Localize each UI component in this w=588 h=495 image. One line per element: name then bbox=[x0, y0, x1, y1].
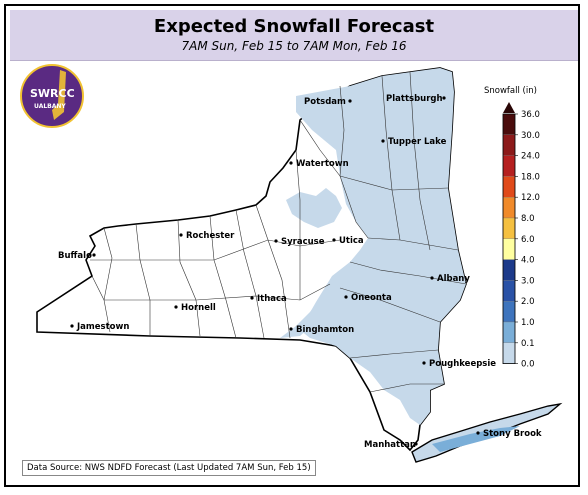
city-label-manhattan: Manhattan bbox=[364, 440, 416, 450]
city-stony-brook: Stony Brook bbox=[476, 429, 542, 439]
city-label-hornell: Hornell bbox=[181, 303, 216, 313]
county-lines bbox=[90, 71, 467, 393]
city-binghamton: Binghamton bbox=[289, 325, 354, 335]
legend-tick-label: 8.0 bbox=[521, 214, 535, 224]
city-jamestown: Jamestown bbox=[70, 322, 129, 332]
legend: Snowfall (in) 36.0 30.0 24.0 18.0 12.0 8.0 6.0… bbox=[484, 86, 540, 370]
city-label-plattsburgh: Plattsburgh bbox=[386, 94, 443, 104]
legend-swatch bbox=[502, 238, 516, 260]
snow-area-east bbox=[296, 68, 466, 425]
snow-area-long-island-heavy bbox=[432, 426, 520, 452]
legend-tick-label: 18.0 bbox=[521, 172, 540, 182]
legend-swatch bbox=[502, 280, 516, 302]
city-utica: Utica bbox=[332, 236, 364, 246]
legend-tick-label: 30.0 bbox=[521, 131, 540, 141]
city-ithaca: Ithaca bbox=[250, 294, 287, 304]
legend-swatches bbox=[502, 113, 516, 365]
city-albany: Albany bbox=[430, 274, 470, 284]
city-layer: Potsdam Plattsburgh Tupper Lake Watertow… bbox=[58, 94, 542, 450]
legend-swatch bbox=[502, 301, 516, 323]
legend-tick-label: 2.0 bbox=[521, 297, 535, 307]
legend-tick-label: 12.0 bbox=[521, 193, 540, 203]
legend-swatch bbox=[502, 342, 516, 364]
city-label-potsdam: Potsdam bbox=[304, 97, 346, 107]
city-label-tupper-lake: Tupper Lake bbox=[388, 137, 447, 147]
legend-swatch bbox=[502, 259, 516, 281]
legend-ticks: 36.0 30.0 24.0 18.0 12.0 8.0 6.0 4.0 3.0 2.0 1.0 0.… bbox=[515, 110, 540, 370]
city-label-buffalo: Buffalo bbox=[58, 251, 92, 261]
title-banner: Expected Snowfall Forecast 7AM Sun, Feb … bbox=[10, 10, 578, 61]
city-buffalo: Buffalo bbox=[58, 251, 96, 261]
city-hornell: Hornell bbox=[174, 303, 216, 313]
city-label-poughkeepsie: Poughkeepsie bbox=[429, 359, 496, 369]
city-label-utica: Utica bbox=[339, 236, 364, 246]
legend-swatch bbox=[502, 176, 516, 198]
legend-title: Snowfall (in) bbox=[484, 86, 537, 96]
city-label-syracuse: Syracuse bbox=[281, 237, 325, 247]
legend-tick-label: 1.0 bbox=[521, 318, 535, 328]
city-syracuse: Syracuse bbox=[274, 237, 325, 247]
legend-tick-label: 0.0 bbox=[521, 360, 535, 370]
city-rochester: Rochester bbox=[179, 231, 235, 241]
city-manhattan: Manhattan bbox=[364, 440, 418, 450]
city-watertown: Watertown bbox=[289, 159, 349, 169]
map-title: Expected Snowfall Forecast bbox=[153, 16, 435, 37]
city-potsdam: Potsdam bbox=[304, 97, 352, 107]
legend-tick-label: 3.0 bbox=[521, 276, 535, 286]
legend-swatch bbox=[502, 134, 516, 156]
swrcc-logo: SWRCC UALBANY bbox=[20, 64, 84, 128]
city-label-ithaca: Ithaca bbox=[257, 294, 287, 304]
logo-sub: UALBANY bbox=[34, 103, 66, 110]
city-label-watertown: Watertown bbox=[296, 159, 349, 169]
city-label-jamestown: Jamestown bbox=[76, 322, 129, 332]
legend-swatch bbox=[502, 113, 516, 135]
legend-swatch bbox=[502, 197, 516, 219]
city-label-stony-brook: Stony Brook bbox=[483, 429, 542, 439]
city-plattsburgh: Plattsburgh bbox=[386, 94, 446, 104]
legend-tick-label: 24.0 bbox=[521, 152, 540, 162]
legend-tick-label: 6.0 bbox=[521, 235, 535, 245]
city-oneonta: Oneonta bbox=[344, 293, 392, 303]
city-label-binghamton: Binghamton bbox=[296, 325, 354, 335]
legend-swatch bbox=[502, 155, 516, 177]
legend-tick-label: 0.1 bbox=[521, 339, 535, 349]
data-source-note: Data Source: NWS NDFD Forecast (Last Upd… bbox=[22, 460, 316, 476]
city-label-rochester: Rochester bbox=[186, 231, 235, 241]
legend-swatch bbox=[502, 321, 516, 343]
city-tupper-lake: Tupper Lake bbox=[381, 137, 447, 147]
map-subtitle: 7AM Sun, Feb 15 to 7AM Mon, Feb 16 bbox=[181, 39, 407, 53]
city-label-oneonta: Oneonta bbox=[351, 293, 392, 303]
legend-tick-label: 4.0 bbox=[521, 256, 535, 266]
logo-name: SWRCC bbox=[30, 87, 75, 100]
legend-arrow-icon bbox=[503, 102, 515, 113]
legend-tick-label: 36.0 bbox=[521, 110, 540, 120]
snow-area-southern-tier bbox=[280, 284, 340, 338]
city-label-albany: Albany bbox=[437, 274, 470, 284]
legend-swatch bbox=[502, 217, 516, 239]
city-poughkeepsie: Poughkeepsie bbox=[422, 359, 496, 369]
